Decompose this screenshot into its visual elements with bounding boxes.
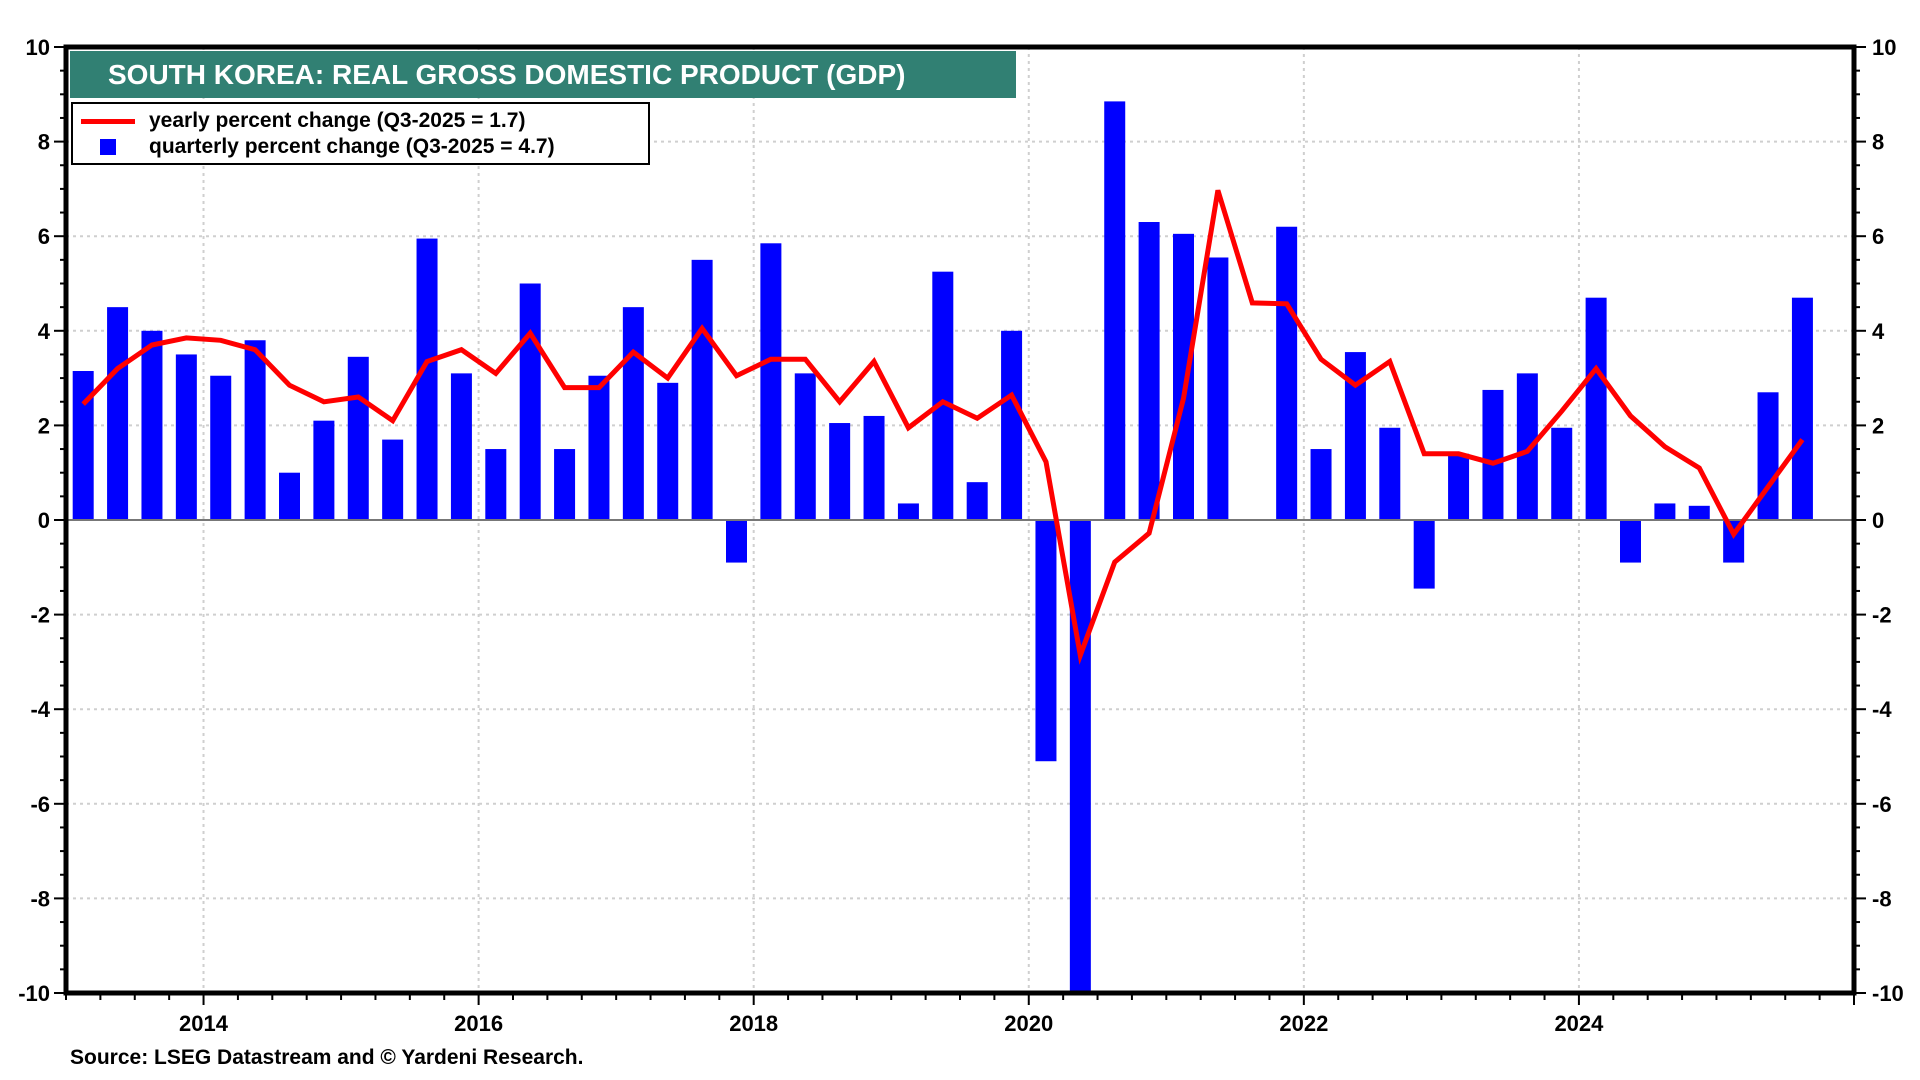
x-tick-label: 2016 xyxy=(454,1011,503,1036)
bar xyxy=(244,340,266,520)
bar xyxy=(1138,222,1160,520)
bar xyxy=(347,356,369,520)
bar xyxy=(726,520,747,563)
bar xyxy=(1551,427,1573,520)
y-tick-label-right: 4 xyxy=(1872,319,1885,344)
bar xyxy=(1448,453,1470,520)
bar xyxy=(760,243,782,521)
bar xyxy=(1757,392,1779,520)
bar xyxy=(1413,520,1435,589)
bar xyxy=(691,259,713,520)
bar xyxy=(1310,449,1332,520)
legend-label-yearly: yearly percent change (Q3-2025 = 1.7) xyxy=(149,109,526,132)
legend-label-quarterly: quarterly percent change (Q3-2025 = 4.7) xyxy=(149,135,555,158)
bar xyxy=(1620,520,1641,563)
bar xyxy=(279,472,300,520)
bar xyxy=(1001,330,1023,520)
y-tick-label-left: 0 xyxy=(38,508,50,533)
y-tick-label-left: 10 xyxy=(26,35,50,60)
y-tick-label-left: 8 xyxy=(38,130,50,155)
bar xyxy=(1276,226,1298,521)
bar xyxy=(1035,520,1057,762)
legend-square-swatch xyxy=(100,139,116,155)
bar xyxy=(1791,297,1813,520)
bar xyxy=(1516,373,1538,520)
bar xyxy=(1482,389,1504,520)
y-tick-label-right: -10 xyxy=(1872,981,1904,1006)
axis-ticks xyxy=(54,46,1866,1005)
y-tick-label-left: -6 xyxy=(30,792,50,817)
chart-title: SOUTH KOREA: REAL GROSS DOMESTIC PRODUCT… xyxy=(70,51,1016,98)
legend-line-swatch xyxy=(81,118,135,124)
bar xyxy=(1173,233,1194,520)
bar xyxy=(829,423,851,520)
bar xyxy=(72,371,94,520)
y-tick-label-left: -10 xyxy=(18,981,50,1006)
x-tick-label: 2022 xyxy=(1279,1011,1328,1036)
y-tick-label-right: 0 xyxy=(1872,508,1884,533)
line-series-yearly xyxy=(81,189,1805,665)
x-tick-label: 2014 xyxy=(179,1011,229,1036)
bar xyxy=(794,373,816,520)
y-tick-label-right: -4 xyxy=(1872,697,1892,722)
bar xyxy=(588,375,610,520)
y-tick-label-left: 6 xyxy=(38,224,50,249)
bar xyxy=(107,307,129,520)
bar xyxy=(932,271,954,520)
bar xyxy=(313,420,335,520)
x-axis: 2014 2016 2018 2020 2022 2024 xyxy=(179,1011,1604,1036)
bar xyxy=(485,449,507,520)
y-tick-label-left: 4 xyxy=(38,319,51,344)
bar xyxy=(554,449,576,520)
y-tick-label-right: -8 xyxy=(1872,886,1892,911)
y-axis-left: 10 8 6 4 2 0 -2 -4 -6 -8 -10 xyxy=(18,35,51,1006)
y-tick-label-right: 2 xyxy=(1872,413,1884,438)
y-tick-label-left: 2 xyxy=(38,413,50,438)
y-tick-label-right: 10 xyxy=(1872,35,1896,60)
bar xyxy=(1207,257,1229,520)
bar xyxy=(897,503,919,520)
bar xyxy=(966,482,988,520)
y-tick-label-right: -6 xyxy=(1872,792,1892,817)
y-tick-label-right: 8 xyxy=(1872,130,1884,155)
x-tick-label: 2020 xyxy=(1004,1011,1053,1036)
y-axis-right: 10 8 6 4 2 0 -2 -4 -6 -8 -10 xyxy=(1872,35,1904,1006)
legend-item-yearly: yearly percent change (Q3-2025 = 1.7) xyxy=(73,108,525,134)
bar xyxy=(175,354,197,520)
bar xyxy=(1344,352,1366,520)
bar-series-quarterly xyxy=(72,101,1813,993)
bar xyxy=(450,373,472,520)
legend-item-quarterly: quarterly percent change (Q3-2025 = 4.7) xyxy=(73,134,555,160)
bar xyxy=(1069,520,1091,993)
bar xyxy=(519,283,541,520)
bar xyxy=(416,238,438,520)
y-tick-label-left: -2 xyxy=(30,603,50,628)
y-tick-label-right: 6 xyxy=(1872,224,1884,249)
bar xyxy=(1379,427,1401,520)
bar xyxy=(141,330,163,520)
bar xyxy=(657,382,679,520)
bar xyxy=(1104,101,1126,521)
bar xyxy=(863,415,885,520)
bar xyxy=(622,307,644,520)
bar xyxy=(210,375,232,520)
y-tick-label-left: -4 xyxy=(30,697,50,722)
bar xyxy=(1688,505,1710,520)
y-tick-label-right: -2 xyxy=(1872,603,1892,628)
bar xyxy=(382,439,404,520)
x-tick-label: 2024 xyxy=(1554,1011,1604,1036)
legend: yearly percent change (Q3-2025 = 1.7) qu… xyxy=(71,102,650,165)
source-note: Source: LSEG Datastream and © Yardeni Re… xyxy=(70,1046,584,1069)
y-tick-label-left: -8 xyxy=(30,886,50,911)
bar xyxy=(1654,503,1676,520)
bar xyxy=(1585,297,1607,520)
x-tick-label: 2018 xyxy=(729,1011,778,1036)
